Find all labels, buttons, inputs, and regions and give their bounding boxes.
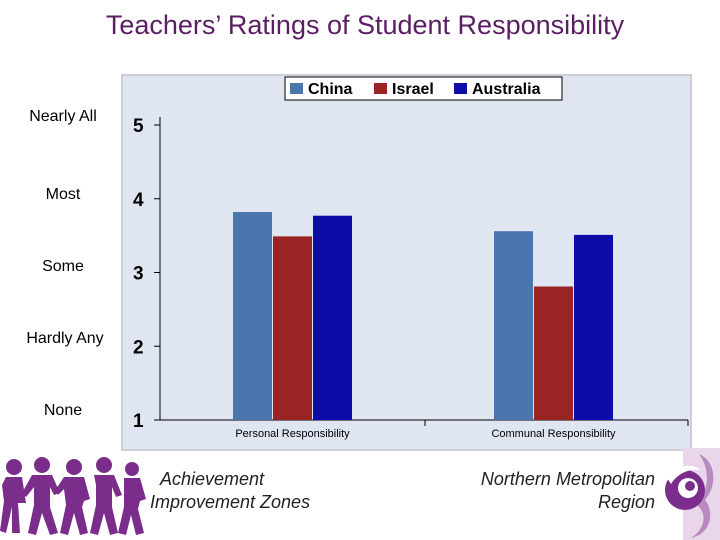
footer-right-text: Northern Metropolitan Region [440, 468, 655, 514]
slide-title: Teachers’ Ratings of Student Responsibil… [105, 10, 625, 40]
y-tick-label: 3 [133, 264, 144, 285]
rating-label-none: None [43, 402, 83, 419]
footer-left-line1: Achievement [160, 469, 265, 489]
bar-israel-1 [534, 286, 573, 420]
legend-label-israel: Israel [392, 81, 434, 98]
footer-left-line2: Improvement Zones [150, 492, 311, 512]
bar-china-1 [494, 231, 533, 420]
legend-box [284, 76, 563, 101]
legend: China Israel Australia [284, 76, 563, 101]
x-category-labels: Personal Responsibility Communal Responsi… [235, 428, 616, 440]
legend-swatch-australia [454, 83, 467, 94]
y-tick-labels: 5 4 3 2 1 [133, 116, 144, 432]
legend-swatch-china [290, 83, 303, 94]
footer-right-line1: Northern Metropolitan [480, 469, 655, 489]
bars [233, 212, 613, 420]
y-tick-label: 4 [133, 190, 144, 211]
footer-right-line2: Region [597, 492, 655, 512]
rating-label-most: Most [45, 186, 81, 203]
y-tick-label: 2 [133, 337, 144, 358]
legend-label-china: China [308, 81, 353, 98]
bar-israel-0 [273, 236, 312, 420]
rating-label-nearly-all: Nearly All [29, 108, 97, 125]
legend-label-australia: Australia [472, 81, 541, 98]
bar-australia-0 [313, 215, 352, 420]
bar-australia-1 [574, 234, 613, 420]
rating-label-some: Some [42, 258, 84, 275]
rating-label-hardly-any: Hardly Any [26, 330, 104, 347]
x-category-label: Personal Responsibility [235, 428, 350, 440]
legend-swatch-israel [374, 83, 387, 94]
children-silhouettes-logo [0, 457, 146, 535]
region-swirl-logo [665, 448, 720, 540]
y-tick-label: 1 [133, 411, 144, 432]
x-category-label: Communal Responsibility [491, 428, 616, 440]
footer-left-text: Achievement Improvement Zones [150, 468, 350, 514]
bar-china-0 [233, 212, 272, 420]
y-tick-label: 5 [133, 116, 144, 137]
